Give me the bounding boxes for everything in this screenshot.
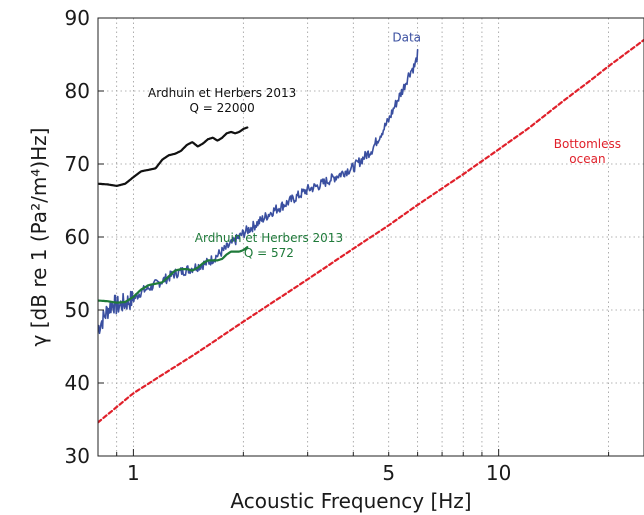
- y-tick-label: 60: [65, 225, 90, 249]
- series-line-ardhuin-et-herbers-2013-q-572: [98, 246, 249, 304]
- y-tick-label: 50: [65, 298, 90, 322]
- y-axis-title: γ [dB re 1 (Pa²/m⁴)Hz]: [27, 128, 51, 347]
- y-tick-label: 40: [65, 371, 90, 395]
- y-tick-label: 30: [65, 444, 90, 468]
- ticks: 1 5 10 30 40 50 60 70 80 90: [65, 6, 610, 485]
- annotation-line: Ardhuin et Herbers 2013: [148, 86, 296, 100]
- annotation-line: Data: [392, 30, 421, 44]
- grid: [98, 18, 644, 456]
- series-group: [98, 38, 644, 424]
- annotation-label: Ardhuin et Herbers 2013 Q = 22000: [148, 86, 296, 115]
- annotation-line: Q = 22000: [190, 101, 255, 115]
- annotation-label: Bottomless ocean: [554, 137, 621, 166]
- annotation-label: Data: [392, 30, 421, 44]
- x-tick-label: 10: [486, 461, 511, 485]
- annotation-line: Q = 572: [244, 246, 294, 260]
- annotation-line: ocean: [569, 152, 605, 166]
- annotation-line: Ardhuin et Herbers 2013: [195, 231, 343, 245]
- x-tick-label: 5: [382, 461, 395, 485]
- y-tick-label: 90: [65, 6, 90, 30]
- y-tick-label: 80: [65, 79, 90, 103]
- y-tick-label: 70: [65, 152, 90, 176]
- x-axis-title: Acoustic Frequency [Hz]: [230, 489, 471, 513]
- series-line-bottomless-ocean: [98, 38, 644, 424]
- annotation-label: Ardhuin et Herbers 2013 Q = 572: [195, 231, 343, 260]
- annotation-line: Bottomless: [554, 137, 621, 151]
- series-line-ardhuin-et-herbers-2013-q-22000: [98, 126, 249, 187]
- x-tick-label: 1: [127, 461, 140, 485]
